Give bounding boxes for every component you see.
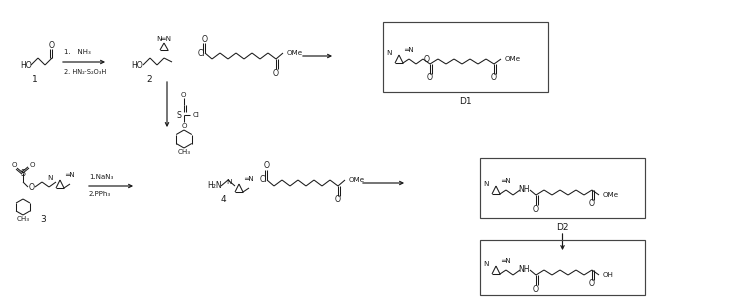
Bar — [480, 158, 645, 218]
Text: S: S — [176, 111, 182, 119]
Text: OMe: OMe — [505, 56, 521, 62]
Text: ═N: ═N — [244, 176, 254, 182]
Text: NH: NH — [518, 185, 530, 195]
Text: H₂N: H₂N — [207, 181, 222, 190]
Bar — [480, 240, 645, 295]
Text: O: O — [589, 280, 595, 288]
Text: O: O — [49, 41, 55, 49]
Text: O: O — [202, 35, 208, 44]
Text: HO: HO — [20, 60, 32, 69]
Text: N═N: N═N — [157, 36, 172, 42]
Text: Cl: Cl — [259, 176, 267, 184]
Text: O: O — [29, 162, 35, 168]
Text: N: N — [483, 261, 489, 267]
Text: O: O — [181, 92, 187, 98]
Text: 1: 1 — [32, 75, 38, 85]
Text: 4: 4 — [220, 195, 226, 204]
Text: N: N — [387, 50, 392, 56]
Text: O: O — [264, 162, 270, 170]
Text: D2: D2 — [557, 224, 568, 232]
Text: HO: HO — [131, 60, 143, 69]
Text: O: O — [589, 199, 595, 209]
Text: 2. HN₂·S₂O₃H: 2. HN₂·S₂O₃H — [64, 69, 106, 75]
Text: Cl: Cl — [197, 49, 205, 58]
Text: N: N — [483, 181, 489, 187]
Text: ═N: ═N — [501, 258, 511, 264]
Text: O: O — [533, 204, 539, 213]
Text: CH₃: CH₃ — [178, 149, 190, 155]
Text: S: S — [21, 168, 25, 178]
Bar — [383, 22, 548, 92]
Text: ═N: ═N — [404, 47, 414, 53]
Text: 1.   NH₃: 1. NH₃ — [64, 49, 90, 55]
Text: NH: NH — [518, 266, 530, 274]
Text: OH: OH — [603, 272, 614, 278]
Text: N: N — [226, 179, 232, 185]
Text: N: N — [48, 175, 53, 181]
Text: O: O — [491, 74, 497, 83]
Text: O: O — [533, 285, 539, 294]
Text: O: O — [11, 162, 16, 168]
Text: 1.NaN₃: 1.NaN₃ — [89, 174, 114, 180]
Text: OMe: OMe — [349, 177, 365, 183]
Text: O: O — [29, 182, 35, 192]
Text: Cl: Cl — [193, 112, 200, 118]
Text: 2: 2 — [146, 75, 152, 85]
Text: D1: D1 — [459, 97, 472, 106]
Text: O: O — [182, 123, 187, 129]
Text: 2.PPh₃: 2.PPh₃ — [89, 191, 111, 197]
Text: OMe: OMe — [287, 50, 303, 56]
Text: O: O — [427, 74, 433, 83]
Text: ═N: ═N — [65, 172, 75, 178]
Text: OMe: OMe — [603, 192, 619, 198]
Text: 3: 3 — [40, 215, 46, 224]
Text: ═N: ═N — [501, 178, 511, 184]
Text: O: O — [273, 69, 279, 77]
Text: CH₃: CH₃ — [16, 216, 30, 222]
Text: O: O — [424, 55, 430, 63]
Text: O: O — [335, 195, 341, 204]
